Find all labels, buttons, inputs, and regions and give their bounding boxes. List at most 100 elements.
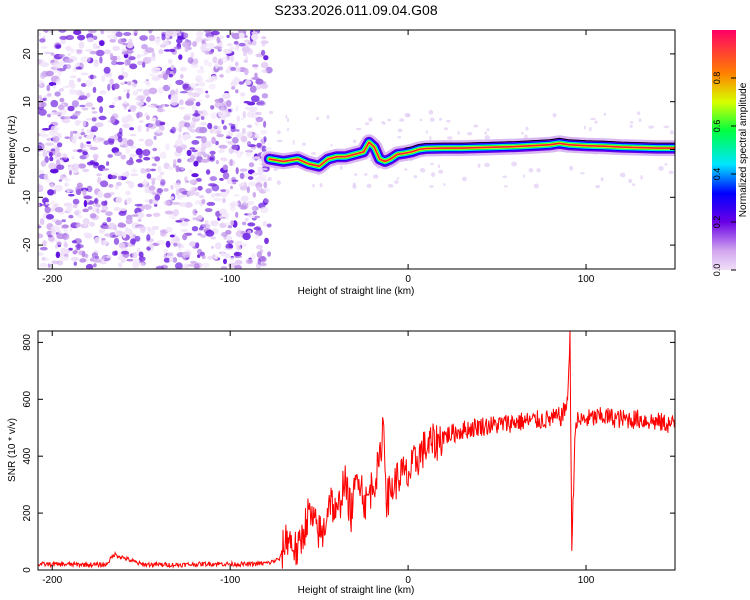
noise-blob [243,100,251,104]
noise-blob [260,255,266,261]
noise-blob [136,225,145,229]
noise-blob [196,30,204,38]
noise-blob [70,135,77,143]
noise-blob [235,61,239,67]
noise-blob [161,33,166,41]
noise-blob [213,255,219,260]
noise-blob [262,179,269,182]
noise-blob [157,165,162,173]
noise-blob [72,204,78,209]
noise-blob [73,261,78,266]
noise-blob [178,54,183,60]
noise-blob [66,205,73,213]
noise-blob [155,39,160,46]
noise-blob [230,125,237,133]
noise-blob [261,43,266,47]
x-tick-label: -200 [42,575,62,586]
noise-blob [66,190,70,194]
noise-blob [224,247,233,251]
noise-blob [239,172,245,180]
noise-blob [83,232,92,237]
noise-blob [38,108,47,116]
noise-blob [40,160,47,167]
noise-blob [636,111,641,115]
noise-blob [190,51,195,59]
noise-blob [178,126,182,133]
noise-blob [114,184,120,190]
colorbar-ticks: 0.0 0.2 0.4 0.6 0.8 [712,72,736,276]
snr-y-label: SNR (10 * v/v) [7,418,18,482]
noise-blob [41,128,51,131]
noise-blob [146,127,150,132]
noise-blob [292,139,295,145]
noise-blob [197,254,201,258]
noise-blob [230,220,235,226]
noise-blob [126,89,130,93]
noise-blob [89,146,99,151]
noise-blob [137,125,142,133]
noise-blob [42,97,47,102]
noise-blob [159,44,167,48]
noise-blob [93,263,97,268]
noise-blob [143,80,150,84]
noise-blob [256,251,262,258]
noise-blob [55,220,63,226]
noise-blob [55,251,61,258]
noise-blob [232,137,239,144]
noise-blob [263,187,271,193]
noise-blob [594,120,598,124]
noise-blob [131,258,141,263]
noise-blob [56,78,62,85]
noise-blob [219,208,227,215]
noise-blob [220,252,226,257]
snr-plot-area [38,331,675,570]
noise-blob [191,64,199,68]
noise-blob [59,97,65,103]
noise-blob [120,154,127,160]
noise-blob [138,120,144,123]
noise-blob [222,92,231,100]
noise-blob [38,153,42,156]
noise-blob [438,169,444,174]
noise-blob [124,227,129,233]
noise-blob [207,182,217,187]
noise-blob [240,185,248,191]
noise-blob [51,260,59,265]
noise-blob [195,242,200,249]
noise-blob [285,114,288,119]
noise-blob [109,135,117,139]
noise-blob [38,225,42,229]
noise-blob [254,111,262,116]
noise-blob [137,95,146,99]
noise-blob [233,251,242,257]
noise-blob [397,128,403,133]
noise-blob [210,112,218,120]
noise-blob [132,83,137,88]
noise-blob [79,104,86,108]
noise-blob [171,126,176,134]
noise-blob [70,257,80,261]
noise-blob [135,158,143,163]
noise-blob [101,204,109,212]
noise-blob [48,30,55,34]
noise-blob [524,134,528,140]
noise-blob [165,240,171,248]
noise-blob [60,256,70,262]
noise-blob [71,155,75,160]
noise-blob [186,190,196,196]
noise-blob [230,66,237,71]
noise-blob [113,83,120,90]
noise-blob [312,183,315,188]
noise-blob [169,196,175,200]
noise-blob [44,257,49,262]
noise-blob [397,136,402,139]
noise-blob [179,74,184,79]
noise-blob [583,125,587,130]
noise-blob [106,255,113,259]
noise-blob [263,55,269,61]
noise-blob [71,222,78,226]
noise-blob [428,109,434,115]
noise-blob [75,66,82,70]
noise-blob [251,205,259,212]
noise-blob [137,60,144,66]
